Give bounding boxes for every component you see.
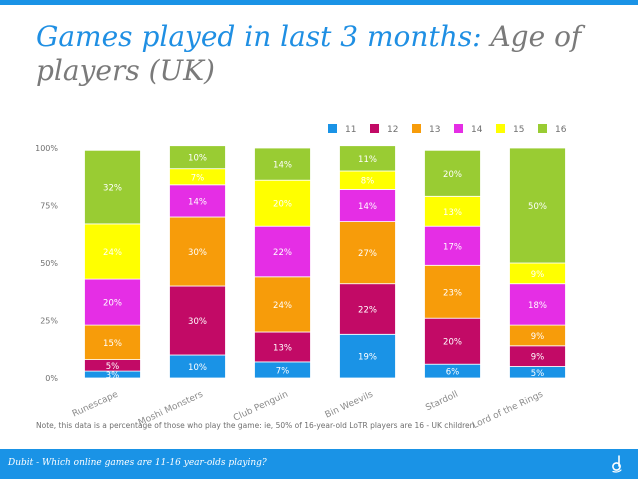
bar-segment: [424, 225, 481, 266]
bar-segment: [169, 145, 226, 170]
legend-label: 12: [387, 125, 398, 135]
x-tick-label: Runescape: [71, 389, 120, 419]
y-tick-label: 100%: [35, 144, 58, 153]
data-label: 9%: [531, 270, 545, 280]
data-label: 9%: [531, 353, 545, 363]
data-label: 20%: [443, 170, 462, 180]
data-label: 22%: [273, 248, 292, 258]
bar-segment: [254, 276, 311, 333]
data-label: 6%: [446, 368, 460, 378]
legend-swatch: [538, 124, 547, 133]
data-label: 24%: [103, 248, 122, 258]
slide-title-sub: Age of players (UK): [36, 20, 582, 87]
data-label: 24%: [273, 301, 292, 311]
bar-segment: [254, 331, 311, 363]
bar-segment: [339, 145, 396, 172]
data-label: 5%: [106, 362, 120, 372]
data-label: 7%: [191, 173, 205, 183]
data-label: 14%: [188, 197, 207, 207]
data-label: 5%: [531, 369, 545, 379]
data-label: 3%: [106, 371, 120, 381]
data-label: 7%: [276, 366, 290, 376]
bar-segment: [169, 285, 226, 356]
bar-segment: [424, 317, 481, 365]
bar-segment: [254, 225, 311, 278]
y-tick-label: 75%: [40, 202, 58, 211]
legend-swatch: [370, 124, 379, 133]
data-label: 17%: [443, 242, 462, 252]
data-label: 27%: [358, 249, 377, 259]
y-tick-label: 25%: [40, 317, 58, 326]
bar-segment: [339, 221, 396, 285]
bar-segment: [84, 223, 141, 280]
bar-segment: [84, 278, 141, 326]
legend-swatch: [496, 124, 505, 133]
bar-segment: [169, 184, 226, 218]
stacked-bar-chart: 0%25%50%75%100%3%5%15%20%24%32%Runescape…: [35, 124, 567, 430]
bar-segment: [339, 283, 396, 335]
data-label: 19%: [358, 353, 377, 363]
data-label: 30%: [188, 317, 207, 327]
legend-label: 11: [345, 125, 356, 135]
data-label: 13%: [273, 343, 292, 353]
legend-label: 15: [513, 125, 524, 135]
top-accent-bar: [0, 0, 638, 5]
bar-segment: [339, 188, 396, 222]
data-label: 50%: [528, 202, 547, 212]
data-label: 30%: [188, 248, 207, 258]
legend-label: 14: [471, 125, 483, 135]
legend-swatch: [328, 124, 337, 133]
data-label: 10%: [188, 154, 207, 164]
bar-segment: [84, 149, 141, 225]
bar-segment: [424, 264, 481, 319]
bar-segment: [254, 179, 311, 227]
dubit-logo-icon: [612, 455, 622, 473]
bar-segment: [424, 195, 481, 227]
legend-swatch: [454, 124, 463, 133]
slide-title-main: Games played in last 3 months:: [36, 20, 482, 53]
slide-title: Games played in last 3 months: Age of pl…: [36, 20, 596, 88]
legend-swatch: [412, 124, 421, 133]
data-label: 23%: [443, 288, 462, 298]
data-label: 20%: [273, 200, 292, 210]
data-label: 14%: [358, 202, 377, 212]
data-label: 8%: [361, 177, 375, 187]
bar-segment: [424, 149, 481, 197]
data-label: 14%: [273, 161, 292, 171]
bar-segment: [509, 147, 566, 264]
data-label: 13%: [443, 208, 462, 218]
legend-label: 13: [429, 125, 440, 135]
data-label: 9%: [531, 332, 545, 342]
data-label: 20%: [103, 299, 122, 309]
data-label: 15%: [103, 339, 122, 349]
y-tick-label: 50%: [40, 259, 58, 268]
x-tick-label: Club Penguin: [232, 390, 290, 424]
data-label: 20%: [443, 338, 462, 348]
legend-label: 16: [555, 125, 567, 135]
footer-bar: Dubit - Which online games are 11-16 yea…: [0, 449, 638, 479]
data-label: 11%: [358, 155, 377, 165]
x-tick-label: Lord of the Rings: [471, 390, 545, 430]
data-label: 22%: [358, 306, 377, 316]
bar-segment: [254, 147, 311, 181]
chart-note: Note, this data is a percentage of those…: [36, 421, 475, 430]
x-tick-label: Bin Weevils: [324, 390, 375, 421]
data-label: 32%: [103, 184, 122, 194]
bar-segment: [169, 216, 226, 287]
footer-text: Dubit - Which online games are 11-16 yea…: [8, 458, 267, 468]
x-tick-label: Stardoll: [424, 390, 460, 414]
y-tick-label: 0%: [45, 374, 58, 383]
data-label: 18%: [528, 301, 547, 311]
data-label: 10%: [188, 363, 207, 373]
